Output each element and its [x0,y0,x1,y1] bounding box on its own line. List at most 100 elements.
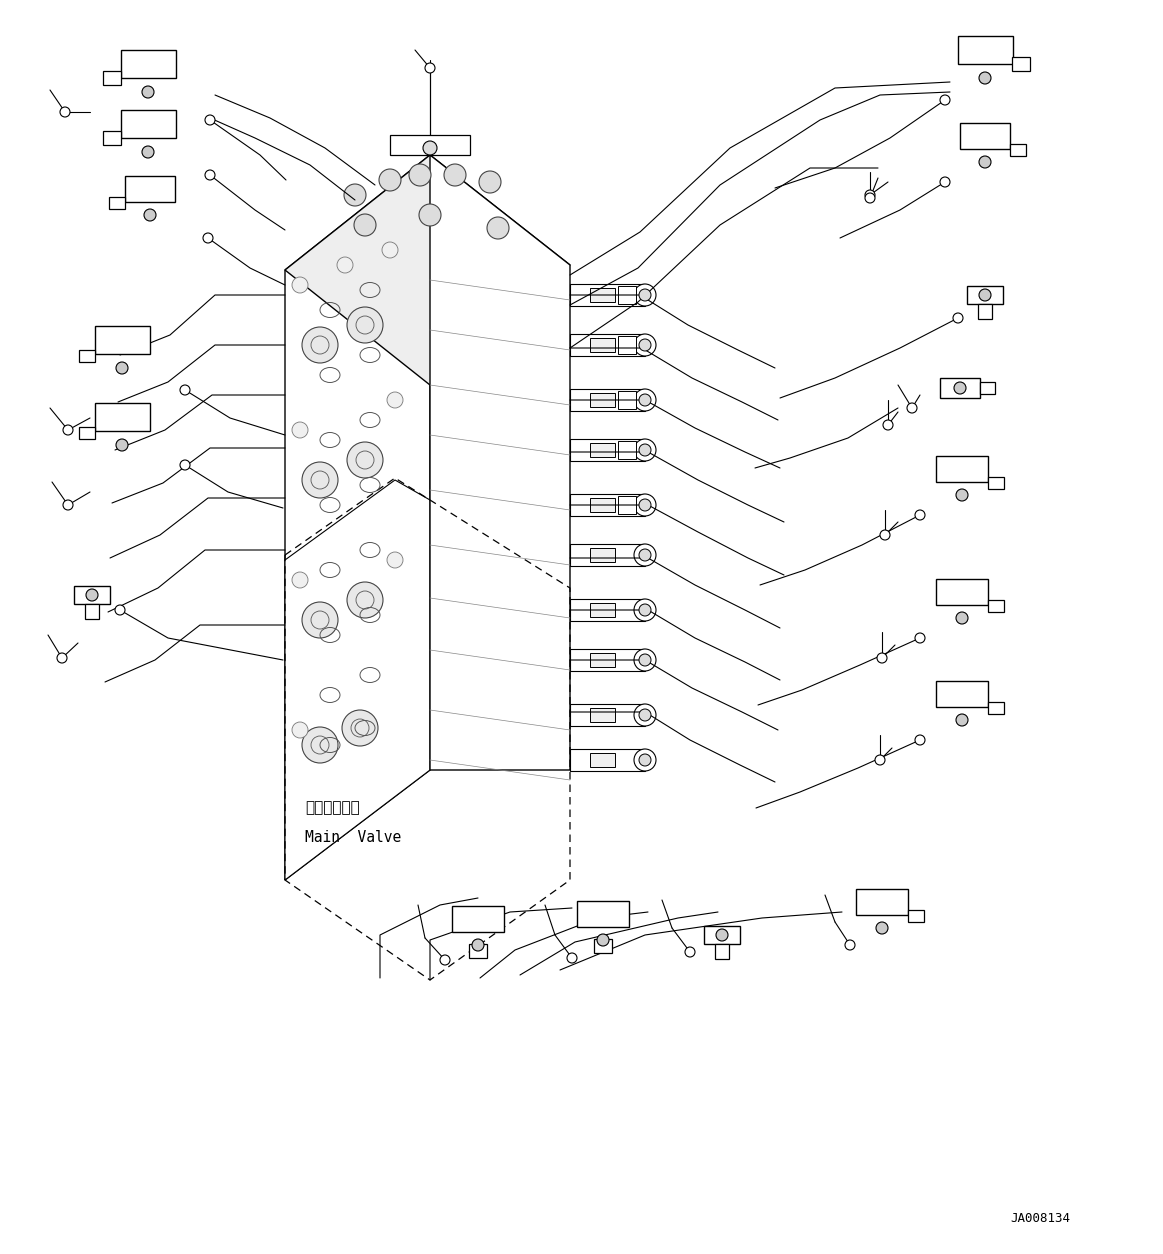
Bar [590,498,615,512]
Bar [590,709,615,722]
Bar [452,905,504,932]
Circle shape [638,288,651,301]
Circle shape [979,71,991,84]
Bar [908,910,923,922]
Bar [959,123,1009,149]
Circle shape [638,339,651,351]
Bar [577,902,629,927]
Bar [95,326,150,354]
Circle shape [144,209,156,221]
Bar [618,391,636,409]
Text: メインバルブ: メインバルブ [305,800,359,815]
Circle shape [876,922,889,934]
Circle shape [347,441,383,478]
Circle shape [292,572,308,588]
Circle shape [205,171,215,181]
Circle shape [634,544,656,566]
Bar [989,702,1004,714]
Bar [570,544,645,566]
Circle shape [115,604,124,614]
Circle shape [342,710,378,746]
Circle shape [337,257,354,273]
Circle shape [444,164,466,186]
Polygon shape [978,303,992,319]
Circle shape [915,633,925,643]
Bar [124,176,174,202]
Polygon shape [704,925,740,944]
Bar [590,653,615,667]
Circle shape [347,582,383,618]
Circle shape [57,653,67,663]
Bar [618,286,636,303]
Circle shape [568,953,577,963]
Bar [590,393,615,408]
Circle shape [354,214,376,236]
Circle shape [716,929,728,940]
Circle shape [907,403,916,413]
Circle shape [634,334,656,356]
Polygon shape [390,135,470,155]
Bar [570,494,645,515]
Bar [958,36,1013,64]
Circle shape [915,510,925,520]
Bar [570,749,645,771]
Bar [1009,144,1026,155]
Bar [95,403,150,431]
Circle shape [979,155,991,168]
Bar [594,939,612,953]
Circle shape [440,956,450,966]
Bar [121,110,176,138]
Circle shape [915,735,925,745]
Circle shape [877,653,887,663]
Polygon shape [966,286,1003,303]
Circle shape [381,242,398,258]
Circle shape [638,604,651,616]
Circle shape [292,722,308,739]
Circle shape [634,494,656,515]
Circle shape [685,947,695,957]
Bar [590,443,615,456]
Bar [570,599,645,621]
Bar [104,71,121,85]
Circle shape [634,650,656,671]
Circle shape [634,599,656,621]
Polygon shape [980,382,996,394]
Bar [618,497,636,514]
Polygon shape [715,944,729,959]
Circle shape [86,589,98,601]
Circle shape [597,934,609,946]
Circle shape [865,191,875,199]
Bar [936,456,989,482]
Circle shape [956,714,968,726]
Circle shape [63,500,73,510]
Circle shape [638,655,651,666]
Circle shape [424,63,435,73]
Circle shape [487,217,509,240]
Circle shape [846,940,855,951]
Circle shape [347,307,383,344]
Circle shape [954,382,966,394]
Circle shape [60,107,70,117]
Bar [570,283,645,306]
Circle shape [379,169,401,191]
Circle shape [142,145,154,158]
Polygon shape [430,155,570,770]
Bar [570,334,645,356]
Circle shape [956,612,968,624]
Circle shape [409,164,431,186]
Circle shape [116,362,128,374]
Circle shape [302,602,338,638]
Bar [936,579,989,604]
Circle shape [638,709,651,721]
Circle shape [979,288,991,301]
Circle shape [634,703,656,726]
Circle shape [634,283,656,306]
Bar [590,752,615,767]
Bar [618,441,636,459]
Polygon shape [285,155,570,385]
Text: JA008134: JA008134 [1009,1211,1070,1224]
Circle shape [180,460,190,470]
Bar [989,477,1004,489]
Bar [570,650,645,671]
Polygon shape [940,377,980,398]
